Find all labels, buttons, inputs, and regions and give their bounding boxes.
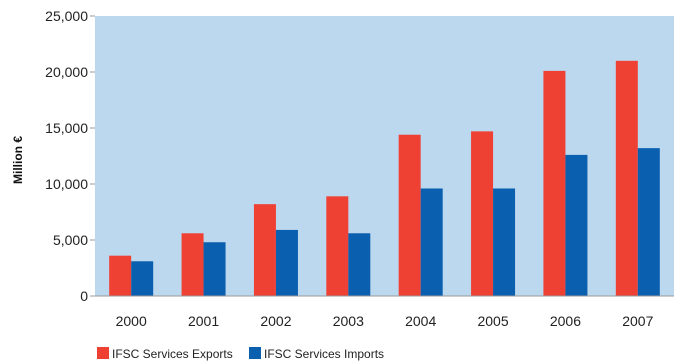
bar-imports-2001 bbox=[203, 242, 226, 296]
x-tick-label: 2002 bbox=[260, 313, 291, 329]
legend-swatch-imports bbox=[249, 347, 261, 359]
bar-exports-2007 bbox=[615, 60, 638, 296]
bar-exports-2002 bbox=[253, 204, 276, 296]
legend: IFSC Services Exports IFSC Services Impor… bbox=[97, 347, 384, 361]
x-tick-label: 2006 bbox=[550, 313, 581, 329]
bar-imports-2004 bbox=[420, 188, 443, 296]
x-tick-label: 2000 bbox=[116, 313, 147, 329]
bar-imports-2002 bbox=[275, 229, 298, 296]
legend-swatch-exports bbox=[97, 347, 109, 359]
y-tick-label: 15,000 bbox=[45, 120, 88, 136]
legend-label-imports: IFSC Services Imports bbox=[264, 347, 384, 361]
x-axis-ticks: 2000 2001 2002 2003 2004 2005 2006 2007 bbox=[116, 313, 654, 329]
bar-imports-2000 bbox=[131, 261, 154, 296]
y-axis-ticks: 0 5,000 10,000 15,000 20,000 25,000 bbox=[45, 8, 95, 304]
bar-exports-2006 bbox=[543, 70, 566, 296]
x-tick-label: 2003 bbox=[333, 313, 364, 329]
x-tick-label: 2001 bbox=[188, 313, 219, 329]
bar-exports-2003 bbox=[326, 196, 349, 296]
y-tick-label: 0 bbox=[80, 288, 88, 304]
y-tick-label: 5,000 bbox=[53, 232, 88, 248]
bar-exports-2001 bbox=[181, 233, 204, 296]
bar-imports-2007 bbox=[637, 148, 660, 296]
y-tick-label: 10,000 bbox=[45, 176, 88, 192]
legend-label-exports: IFSC Services Exports bbox=[112, 347, 233, 361]
bar-exports-2004 bbox=[398, 134, 421, 296]
y-axis-label: Million € bbox=[11, 136, 25, 184]
bar-imports-2006 bbox=[565, 154, 588, 296]
bar-imports-2003 bbox=[348, 233, 371, 296]
bars-group bbox=[109, 60, 660, 296]
x-tick-label: 2005 bbox=[477, 313, 508, 329]
bar-imports-2005 bbox=[493, 188, 516, 296]
x-tick-label: 2007 bbox=[622, 313, 653, 329]
bar-exports-2005 bbox=[471, 131, 494, 296]
bar-exports-2000 bbox=[109, 255, 132, 296]
y-tick-label: 20,000 bbox=[45, 64, 88, 80]
x-tick-label: 2004 bbox=[405, 313, 436, 329]
y-tick-label: 25,000 bbox=[45, 8, 88, 24]
